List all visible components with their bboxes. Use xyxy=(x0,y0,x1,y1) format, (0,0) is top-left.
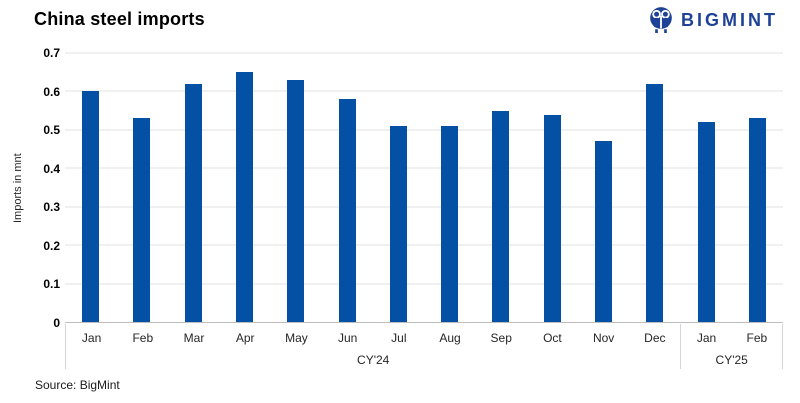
bar xyxy=(287,79,305,322)
y-axis-labels: 0 0.1 0.2 0.3 0.4 0.5 0.6 0.7 xyxy=(0,46,60,330)
x-axis-group-label: CY'24 xyxy=(357,353,390,367)
bigmint-logo-icon xyxy=(650,7,672,33)
bar xyxy=(133,118,151,322)
x-tick-label: Sep xyxy=(490,331,512,345)
bar xyxy=(697,122,715,322)
x-tick-label: Jan xyxy=(81,331,102,345)
gridline xyxy=(65,283,783,285)
gridline xyxy=(65,129,783,131)
x-tick-label: Oct xyxy=(543,331,562,345)
y-tick-label: 0.1 xyxy=(43,277,60,292)
bar xyxy=(543,114,561,322)
chart-title: China steel imports xyxy=(34,9,205,29)
source-note: Source: BigMint xyxy=(35,378,120,392)
bar xyxy=(441,126,459,322)
x-tick-label: Mar xyxy=(183,331,205,345)
x-tick-label: May xyxy=(285,331,308,345)
x-tick-label: Jun xyxy=(337,331,358,345)
x-tick-label: Jan xyxy=(696,331,717,345)
bar xyxy=(338,99,356,322)
bar xyxy=(595,141,612,322)
bar xyxy=(646,83,664,322)
x-axis: Jan Feb Mar Apr May Jun Jul Aug Sep Oct Nov Dec CY'2… xyxy=(65,324,783,369)
bar xyxy=(184,83,202,322)
gridline xyxy=(65,206,783,208)
bar xyxy=(748,118,766,322)
y-tick-label: 0.4 xyxy=(43,161,60,176)
plot-area xyxy=(65,52,783,323)
y-tick-label: 0.5 xyxy=(43,123,60,138)
bar xyxy=(492,110,510,322)
bar xyxy=(389,126,407,322)
bar xyxy=(236,72,253,322)
y-tick-label: 0.2 xyxy=(43,238,60,253)
gridline xyxy=(65,244,783,246)
y-tick-label: 0.6 xyxy=(43,84,60,99)
x-tick-label: Aug xyxy=(439,331,461,345)
y-tick-label: 0.7 xyxy=(43,46,60,60)
x-axis-group: Jan Feb CY'25 xyxy=(680,324,783,369)
bigmint-logo: BIGMINT xyxy=(646,5,778,36)
x-tick-label: Dec xyxy=(644,331,666,345)
x-tick-label: Apr xyxy=(235,331,255,345)
bigmint-logo-text: BIGMINT xyxy=(681,10,778,30)
bar xyxy=(82,91,100,322)
x-axis-group-label: CY'25 xyxy=(715,353,748,367)
x-tick-label: Feb xyxy=(132,331,154,345)
gridline xyxy=(65,90,783,92)
gridline xyxy=(65,52,783,54)
x-tick-label: Jul xyxy=(391,331,407,345)
y-tick-label: 0.3 xyxy=(43,200,60,215)
y-tick-label: 0 xyxy=(53,316,60,330)
gridline xyxy=(65,167,783,169)
x-tick-label: Nov xyxy=(592,331,615,345)
x-axis-group: Jan Feb Mar Apr May Jun Jul Aug Sep Oct Nov Dec CY'2… xyxy=(65,324,680,369)
x-tick-label: Feb xyxy=(746,331,768,345)
